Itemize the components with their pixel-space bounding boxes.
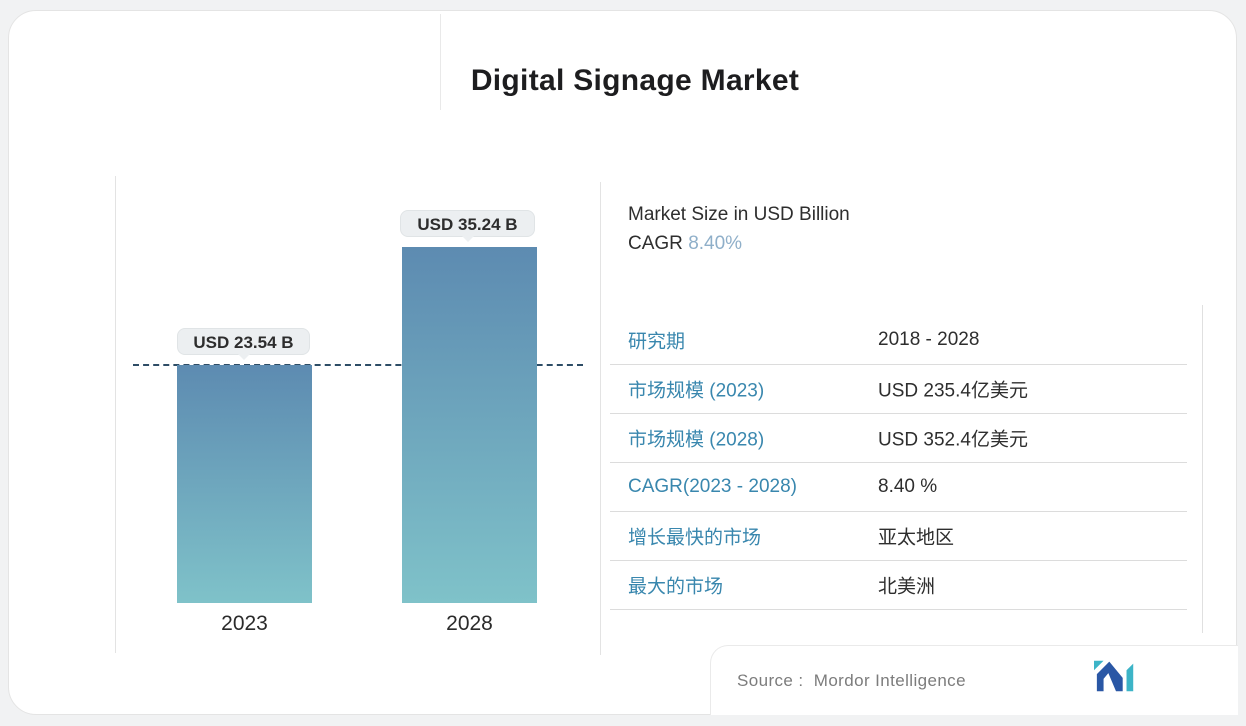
mordor-intelligence-logo [1094, 660, 1134, 692]
panel-divider [600, 182, 601, 655]
source-label: Source : [737, 670, 804, 690]
stats-table: 研究期 2018 - 2028 市场规模 (2023) USD 235.4亿美元… [610, 316, 1187, 610]
value-label-2023: USD 23.54 B [177, 328, 310, 360]
reference-dashed-line [133, 364, 583, 366]
row-label-largest-market: 最大的市场 [628, 576, 724, 598]
value-label-2023-text: USD 23.54 B [193, 333, 294, 352]
cagr-value: 8.40% [688, 233, 743, 254]
market-size-unit-label: Market Size in USD Billion [628, 204, 850, 225]
bar-2023 [177, 365, 312, 603]
source-footer: Source : Mordor Intelligence [710, 645, 1238, 715]
value-label-2028: USD 35.24 B [400, 210, 535, 242]
table-row: 增长最快的市场 亚太地区 [610, 512, 1187, 561]
value-label-2028-text: USD 35.24 B [417, 215, 518, 234]
cagr-line: CAGR 8.40% [628, 229, 850, 258]
table-row: 研究期 2018 - 2028 [610, 316, 1187, 365]
row-value-fastest-growing-market: 亚太地区 [878, 527, 955, 549]
table-row: CAGR(2023 - 2028) 8.40 % [610, 463, 1187, 512]
title-divider-line [440, 14, 441, 110]
tooltip-pointer [237, 354, 250, 360]
row-label-market-size-2028: 市场规模 (2028) [628, 429, 765, 451]
row-label-cagr: CAGR(2023 - 2028) [628, 476, 797, 497]
row-label-fastest-growing-market: 增长最快的市场 [628, 527, 762, 549]
table-row: 市场规模 (2023) USD 235.4亿美元 [610, 365, 1187, 414]
chart-subtitle: Market Size in USD Billion CAGR 8.40% [628, 200, 850, 258]
page-title: Digital Signage Market [470, 64, 800, 97]
table-right-border [1202, 305, 1203, 633]
row-label-market-size-2023: 市场规模 (2023) [628, 380, 765, 402]
row-value-market-size-2023: USD 235.4亿美元 [878, 380, 1028, 402]
row-label-study-period: 研究期 [628, 331, 686, 353]
tooltip-pointer [461, 236, 474, 242]
x-axis-label-2023: 2023 [221, 612, 268, 635]
row-value-cagr: 8.40 % [878, 476, 938, 497]
x-axis-label-2028: 2028 [446, 612, 493, 635]
source-text: Source : Mordor Intelligence [737, 671, 966, 691]
row-value-largest-market: 北美洲 [878, 576, 936, 598]
row-value-market-size-2028: USD 352.4亿美元 [878, 429, 1028, 451]
chart-axis-line [115, 176, 116, 653]
row-value-study-period: 2018 - 2028 [878, 329, 980, 350]
table-row: 市场规模 (2028) USD 352.4亿美元 [610, 414, 1187, 463]
table-row: 最大的市场 北美洲 [610, 561, 1187, 610]
bar-2028 [402, 247, 537, 603]
source-value: Mordor Intelligence [813, 670, 966, 690]
cagr-label: CAGR [628, 233, 683, 254]
